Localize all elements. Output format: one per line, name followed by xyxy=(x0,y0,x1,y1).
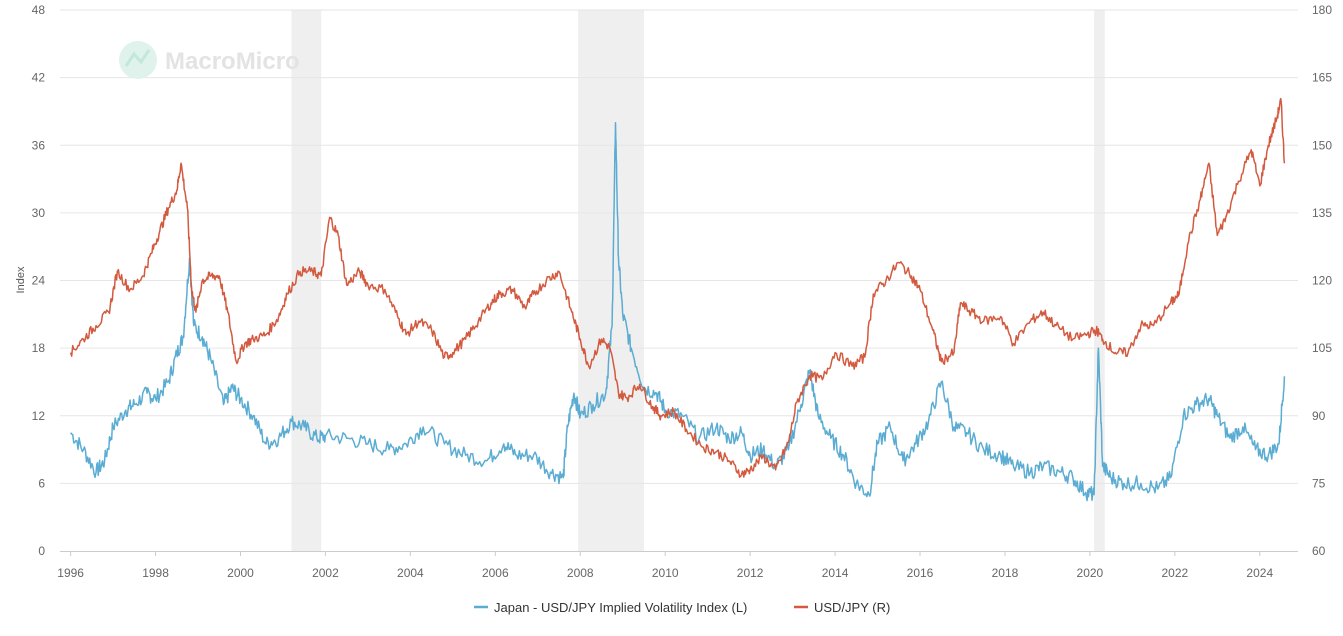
legend-label-usdjpy: USD/JPY (R) xyxy=(814,600,890,615)
x-axis-ticks: 1996 1998 2000 2002 2004 2006 2008 2010 2012 2014… xyxy=(57,551,1273,580)
grid-lines xyxy=(60,9,1298,484)
x-tick-label: 1998 xyxy=(142,566,169,580)
x-tick-label: 2004 xyxy=(397,566,424,580)
series-lines xyxy=(69,97,1286,502)
right-tick-label: 165 xyxy=(1312,71,1332,85)
legend: Japan - USD/JPY Implied Volatility Index… xyxy=(474,600,890,615)
left-tick-label: 30 xyxy=(32,206,46,220)
left-tick-label: 24 xyxy=(32,274,46,288)
series-line-volatility[interactable] xyxy=(69,121,1286,502)
left-axis-label: Index xyxy=(15,266,27,293)
left-tick-label: 42 xyxy=(32,71,46,85)
right-tick-label: 90 xyxy=(1312,409,1326,423)
x-tick-label: 1996 xyxy=(57,566,84,580)
legend-label-volatility: Japan - USD/JPY Implied Volatility Index… xyxy=(494,600,747,615)
right-tick-label: 180 xyxy=(1312,3,1332,17)
legend-item-volatility[interactable]: Japan - USD/JPY Implied Volatility Index… xyxy=(474,600,747,615)
x-tick-label: 2016 xyxy=(907,566,934,580)
x-tick-label: 2010 xyxy=(652,566,679,580)
legend-item-usdjpy[interactable]: USD/JPY (R) xyxy=(794,600,890,615)
x-tick-label: 2022 xyxy=(1161,566,1188,580)
left-tick-label: 12 xyxy=(32,409,46,423)
right-tick-label: 60 xyxy=(1312,544,1326,558)
x-tick-label: 2024 xyxy=(1246,566,1273,580)
right-tick-label: 105 xyxy=(1312,341,1332,355)
x-tick-label: 2002 xyxy=(312,566,339,580)
left-tick-label: 18 xyxy=(32,341,46,355)
x-tick-label: 2012 xyxy=(737,566,764,580)
watermark-logo-mark xyxy=(124,49,151,67)
x-tick-label: 2014 xyxy=(822,566,849,580)
right-tick-label: 75 xyxy=(1312,476,1326,490)
x-tick-label: 2020 xyxy=(1077,566,1104,580)
left-tick-label: 6 xyxy=(38,476,45,490)
watermark: MacroMicro xyxy=(119,41,300,79)
right-tick-label: 120 xyxy=(1312,274,1332,288)
x-tick-label: 2008 xyxy=(567,566,594,580)
left-axis-ticks: 0 6 12 18 24 30 36 42 48 xyxy=(32,3,46,558)
left-tick-label: 48 xyxy=(32,3,46,17)
right-axis-ticks: 60 75 90 105 120 135 150 165 180 xyxy=(1312,3,1332,558)
x-tick-label: 2006 xyxy=(482,566,509,580)
series-line-usdjpy[interactable] xyxy=(69,97,1286,478)
right-tick-label: 150 xyxy=(1312,138,1332,152)
left-tick-label: 36 xyxy=(32,138,46,152)
watermark-text: MacroMicro xyxy=(165,48,300,75)
right-tick-label: 135 xyxy=(1312,206,1332,220)
left-tick-label: 0 xyxy=(38,544,45,558)
x-tick-label: 2018 xyxy=(992,566,1019,580)
x-tick-label: 2000 xyxy=(227,566,254,580)
